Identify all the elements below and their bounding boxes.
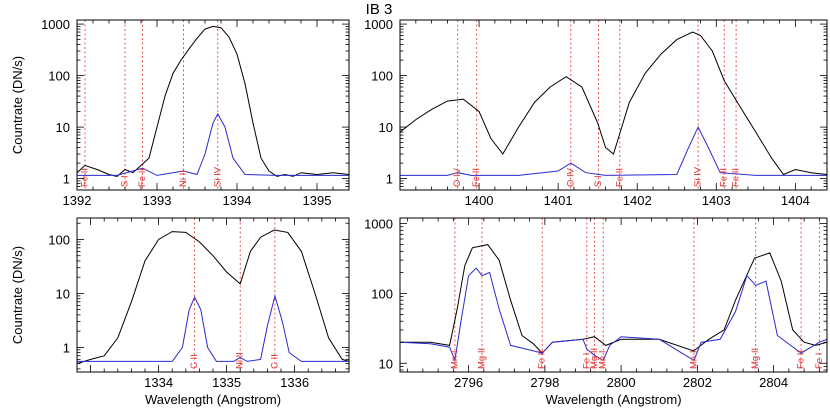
y-axis-title: Countrate (DN/s) [10, 246, 25, 344]
plot-frame [76, 19, 350, 191]
ion-label: Fe I [581, 353, 592, 369]
x-tick-label: 2800 [607, 375, 636, 390]
y-tick-label: 1000 [41, 17, 70, 32]
ion-label: C II [189, 354, 200, 369]
x-axis-title: Wavelength (Angstrom) [545, 392, 681, 407]
ion-label: Mg II [750, 348, 761, 369]
plot-frame [76, 217, 350, 373]
y-tick-label: 1000 [364, 217, 393, 232]
x-tick-label: 1403 [702, 193, 731, 208]
ion-label: Ni II [178, 170, 189, 187]
ion-label: S I [120, 175, 131, 187]
chart-panel-3: C II Ni II C II 1334 1335 1336 1 10 100 Countrate… [10, 217, 350, 407]
x-tick-label: 1335 [212, 375, 241, 390]
figure-title: IB 3 [366, 1, 393, 18]
x-tick-label: 1401 [544, 193, 573, 208]
x-tick-label: 2804 [759, 375, 788, 390]
ion-label: Fe II [719, 168, 730, 187]
plot-frame [399, 19, 828, 191]
y-tick-label: 100 [48, 69, 70, 84]
x-tick-label: 2802 [683, 375, 712, 390]
y-tick-label: 1 [386, 172, 393, 187]
ion-label: Fe I [814, 353, 825, 369]
y-tick-label: 10 [379, 120, 393, 135]
x-tick-label: 1336 [280, 375, 309, 390]
observed-spectrum-line [400, 244, 827, 354]
ion-label: O IV [452, 167, 463, 187]
y-tick-label: 10 [56, 286, 70, 301]
ion-label: Si IV [212, 166, 223, 187]
y-axis-title: Countrate (DN/s) [10, 56, 25, 154]
observed-spectrum-line [77, 229, 349, 365]
y-tick-label: 1000 [364, 17, 393, 32]
ion-label: Fe II [537, 350, 548, 369]
fit-spectrum-line [77, 293, 349, 362]
ion-label: Fe II [471, 168, 482, 187]
observed-spectrum-line [400, 31, 827, 176]
y-tick-label: 100 [48, 232, 70, 247]
ion-label: Fe II [137, 168, 148, 187]
ion-label: Fe II [614, 168, 625, 187]
ion-label: Fe II [796, 350, 807, 369]
fit-spectrum-line [77, 112, 349, 176]
x-tick-label: 1402 [623, 193, 652, 208]
x-tick-label: 1395 [303, 193, 332, 208]
chart-panel-2: O IV Fe II O IV S I Fe II Si IV Fe II Fe II1400… [364, 17, 828, 208]
x-tick-label: 2796 [454, 375, 483, 390]
ion-label: Mn I [598, 351, 609, 369]
ion-label: Fe II [80, 168, 91, 187]
ion-label: Si IV [693, 166, 704, 187]
x-axis-title: Wavelength (Angstrom) [145, 392, 281, 407]
x-tick-label: 1404 [781, 193, 810, 208]
ion-label: Ni II [235, 352, 246, 369]
ion-label: C II [269, 354, 280, 369]
ion-label: S I [593, 175, 604, 187]
fit-spectrum-line [400, 267, 827, 363]
x-tick-label: 1400 [465, 193, 494, 208]
ion-label: Fe II [731, 168, 742, 187]
y-tick-label: 1 [63, 340, 70, 355]
ion-label: Mn I [449, 351, 460, 369]
x-tick-label: 1393 [143, 193, 172, 208]
x-tick-label: 1392 [63, 193, 92, 208]
y-tick-label: 10 [56, 120, 70, 135]
ion-label: Mg II [589, 348, 600, 369]
chart-panel-1: Fe II S I Fe II Ni II Si IV 1392 1393 1394 1395 1… [10, 17, 350, 208]
ion-label: Mn I [688, 351, 699, 369]
plot-frame [399, 217, 828, 373]
x-tick-label: 2798 [530, 375, 559, 390]
x-tick-label: 1394 [223, 193, 252, 208]
ion-label: O IV [565, 167, 576, 187]
y-tick-label: 100 [371, 286, 393, 301]
y-tick-label: 100 [371, 69, 393, 84]
observed-spectrum-line [77, 25, 349, 177]
fit-spectrum-line [400, 125, 827, 176]
y-tick-label: 1 [63, 172, 70, 187]
x-tick-label: 1334 [144, 375, 173, 390]
ion-label: Mg II [476, 348, 487, 369]
y-tick-label: 10 [379, 356, 393, 371]
